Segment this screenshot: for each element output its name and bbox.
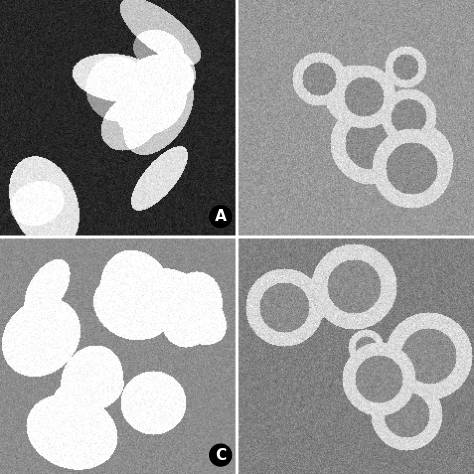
- Circle shape: [210, 206, 231, 228]
- Text: C: C: [215, 447, 226, 463]
- Text: A: A: [215, 209, 227, 224]
- Circle shape: [210, 444, 231, 466]
